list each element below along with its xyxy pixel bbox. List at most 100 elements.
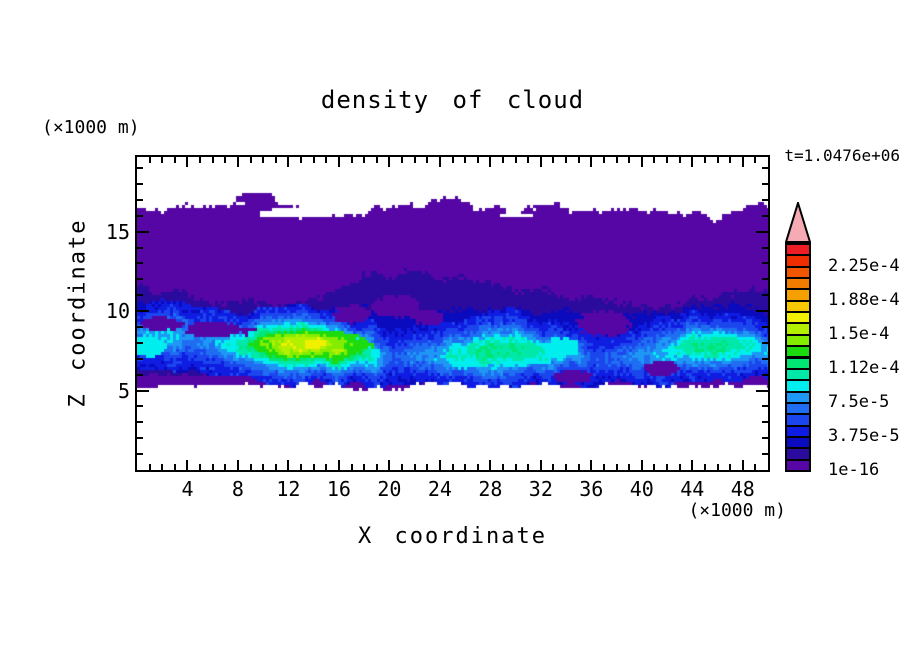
x-tick bbox=[401, 464, 404, 470]
x-tick bbox=[426, 464, 429, 470]
x-tick bbox=[350, 157, 353, 163]
colorbar-label: 1e-16 bbox=[828, 460, 880, 480]
x-tick-label: 16 bbox=[326, 477, 351, 501]
x-tick bbox=[476, 157, 479, 163]
x-tick bbox=[363, 464, 366, 470]
colorbar-label: 2.25e-4 bbox=[828, 255, 900, 276]
x-tick bbox=[552, 464, 555, 470]
x-tick bbox=[741, 460, 744, 470]
x-tick bbox=[754, 464, 757, 470]
x-tick bbox=[438, 157, 441, 167]
x-tick bbox=[325, 157, 328, 163]
x-tick bbox=[413, 464, 416, 470]
x-tick bbox=[300, 157, 303, 163]
y-tick bbox=[762, 326, 768, 328]
y-tick bbox=[762, 405, 768, 408]
y-tick bbox=[137, 214, 143, 217]
x-tick bbox=[527, 157, 530, 163]
y-tick bbox=[137, 373, 143, 376]
y-tick bbox=[762, 421, 768, 424]
colorbar-label: 7.5e-5 bbox=[828, 391, 890, 412]
x-tick bbox=[691, 157, 694, 167]
x-tick bbox=[274, 464, 277, 470]
y-tick bbox=[762, 246, 768, 249]
x-tick bbox=[287, 460, 290, 470]
colorbar-label: 1.5e-4 bbox=[828, 323, 890, 344]
colorbar-label: 1.12e-4 bbox=[828, 357, 900, 378]
x-tick bbox=[628, 157, 631, 163]
y-tick bbox=[137, 198, 143, 201]
y-tick bbox=[137, 167, 143, 170]
x-tick bbox=[501, 464, 504, 470]
x-tick bbox=[236, 460, 239, 470]
x-tick bbox=[426, 157, 429, 163]
x-tick bbox=[691, 460, 694, 470]
x-tick bbox=[173, 157, 176, 163]
x-tick bbox=[211, 464, 214, 470]
x-tick bbox=[653, 464, 656, 470]
colorbar-overflow-arrow bbox=[785, 202, 811, 243]
y-tick bbox=[762, 183, 768, 185]
x-tick bbox=[628, 464, 631, 470]
y-tick bbox=[137, 437, 143, 440]
x-tick bbox=[325, 464, 328, 470]
x-tick bbox=[527, 464, 530, 470]
y-tick bbox=[137, 230, 149, 233]
x-tick bbox=[224, 157, 227, 163]
x-tick bbox=[211, 157, 214, 163]
x-tick bbox=[262, 464, 265, 470]
x-tick bbox=[300, 464, 303, 470]
y-tick bbox=[762, 341, 768, 344]
y-tick bbox=[137, 262, 143, 265]
y-tick bbox=[137, 357, 143, 360]
x-tick bbox=[148, 464, 151, 470]
colorbar-label: 3.75e-5 bbox=[828, 425, 900, 446]
x-tick bbox=[741, 157, 744, 167]
y-tick bbox=[762, 278, 768, 281]
x-tick bbox=[476, 464, 479, 470]
x-tick bbox=[249, 157, 252, 163]
x-tick bbox=[754, 157, 757, 163]
x-tick bbox=[729, 157, 732, 163]
x-tick bbox=[249, 464, 252, 470]
x-tick bbox=[186, 460, 189, 470]
x-tick-label: 4 bbox=[181, 477, 194, 501]
x-tick bbox=[703, 157, 706, 163]
x-tick bbox=[413, 157, 416, 163]
x-tick bbox=[337, 157, 340, 167]
x-tick bbox=[590, 460, 593, 470]
y-axis-units: (×1000 m) bbox=[42, 117, 140, 138]
x-tick bbox=[703, 464, 706, 470]
x-tick bbox=[274, 157, 277, 163]
x-tick bbox=[602, 157, 605, 163]
x-tick bbox=[489, 157, 492, 167]
y-tick bbox=[756, 389, 768, 392]
y-tick bbox=[762, 262, 768, 265]
y-tick bbox=[137, 310, 149, 313]
x-tick bbox=[337, 460, 340, 470]
x-tick bbox=[539, 157, 542, 167]
x-tick bbox=[161, 464, 164, 470]
x-tick bbox=[375, 464, 378, 470]
y-tick bbox=[137, 326, 143, 328]
y-tick bbox=[756, 230, 768, 233]
x-tick-label: 28 bbox=[478, 477, 503, 501]
x-tick bbox=[565, 157, 568, 163]
y-tick bbox=[137, 341, 143, 344]
x-tick bbox=[602, 464, 605, 470]
x-axis-units: (×1000 m) bbox=[688, 500, 786, 521]
y-tick-label: 15 bbox=[105, 219, 130, 244]
x-tick bbox=[729, 464, 732, 470]
x-tick bbox=[640, 460, 643, 470]
x-tick bbox=[388, 157, 391, 167]
x-tick bbox=[666, 464, 669, 470]
x-tick-label: 36 bbox=[579, 477, 604, 501]
x-tick bbox=[173, 464, 176, 470]
contour-field-canvas bbox=[137, 157, 768, 470]
x-tick bbox=[565, 464, 568, 470]
colorbar-cell bbox=[785, 458, 811, 472]
x-tick bbox=[199, 157, 202, 163]
x-tick bbox=[236, 157, 239, 167]
x-tick bbox=[363, 157, 366, 163]
